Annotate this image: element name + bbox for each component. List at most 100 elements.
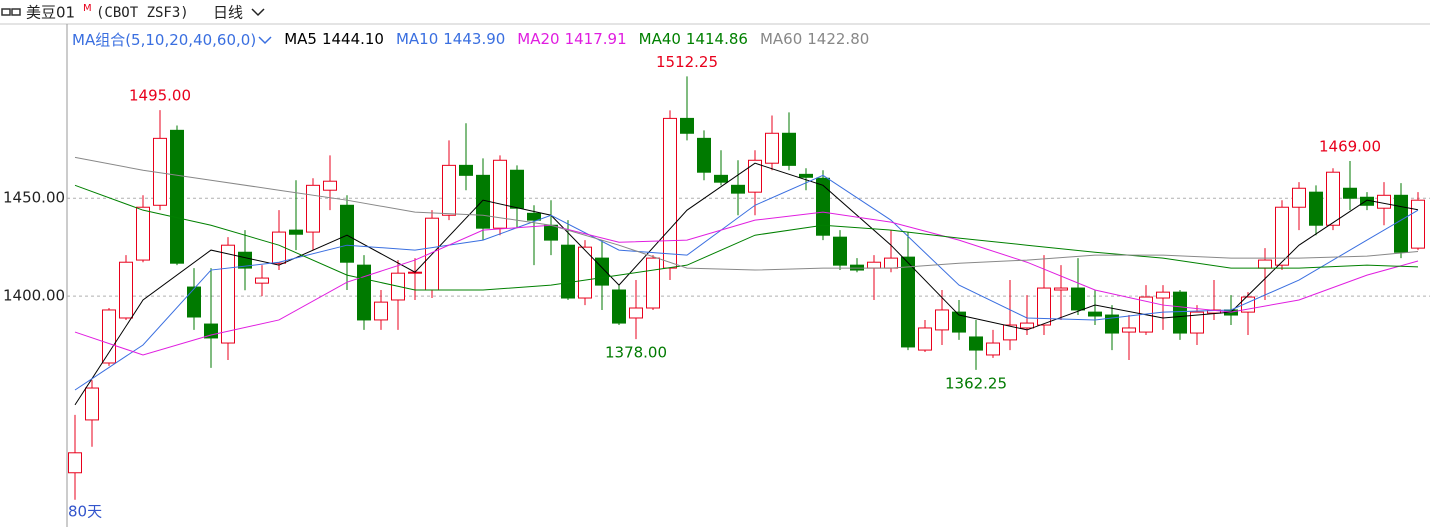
candle-body [1258,259,1272,269]
candle-body [306,184,320,233]
ma-line [74,174,1419,391]
legend-value: 1417.91 [564,30,627,48]
ma-line [74,162,1419,406]
symbol-sup: M [83,3,92,14]
candle-body [1071,287,1085,311]
y-tick-label: 1400.00 [3,287,65,305]
candle-body [544,224,558,241]
candle-body [442,164,456,216]
legend-item: MA60 1422.80 [760,30,869,48]
range-label: 80天 [68,503,102,521]
symbol-code: (CBOT ZSF3) [96,5,189,21]
legend-name: MA20 [517,30,560,48]
candle-body [170,129,184,264]
candle-body [289,229,303,235]
ma-group-label: MA组合(5,10,20,40,60,0) [72,30,257,49]
candle-body [833,236,847,266]
candle-body [1173,291,1187,334]
candle-body [663,117,677,269]
legend-name: MA5 [284,30,317,48]
ma-line [74,184,1419,291]
candle-body [1309,191,1323,226]
candle-body [357,264,371,321]
y-tick-label: 1450.00 [3,189,65,207]
candle-body [1326,171,1340,226]
candle-body [238,251,252,269]
candle-body [323,180,337,191]
extreme-label: 1495.00 [129,87,191,105]
candle-body [459,164,473,176]
candle-body [1275,206,1289,266]
candle-body [578,246,592,299]
candle-body [1292,187,1306,208]
candle-body [969,336,983,351]
candle-body [476,174,490,229]
candle-body [510,169,524,209]
candle-body [918,327,932,351]
legend-name: MA60 [759,30,803,48]
candle-body [799,173,813,178]
candle-body [1377,194,1391,209]
candle-body [646,257,660,309]
ma-legend: MA组合(5,10,20,40,60,0) MA5 1444.10 MA10 1443… [72,29,881,49]
ma-line [74,156,1419,271]
legend-item: MA10 1443.90 [396,30,505,48]
legend-value: 1422.80 [807,30,870,48]
candle-body [136,206,150,261]
extreme-label: 1362.25 [945,374,1007,392]
candle-body [1003,324,1017,341]
ma-group[interactable]: MA组合(5,10,20,40,60,0) [72,29,272,50]
candle-body [765,132,779,164]
legend-item: MA20 1417.91 [517,30,626,48]
legend-name: MA40 [638,30,681,48]
extreme-label: 1469.00 [1319,138,1381,156]
candle-body [1020,322,1034,329]
candle-body [255,277,269,284]
candle-body [1088,311,1102,317]
candle-body [1343,187,1357,199]
candle-body [748,159,762,193]
candle-body [816,177,830,236]
extreme-label: 1512.25 [656,53,718,71]
candle-body [493,159,507,229]
candle-body [119,261,133,319]
candle-body [629,307,643,319]
link-icon[interactable] [1,8,21,16]
candle-body [612,289,626,324]
candle-body [680,117,694,134]
candle-body [102,309,116,364]
candle-body [374,301,388,321]
candle-body [1411,199,1425,249]
candle-body [1190,311,1204,334]
candle-body [221,244,235,344]
candle-body [187,286,201,318]
legend-value: 1414.86 [685,30,748,48]
candle-body [782,132,796,166]
legend-value: 1443.90 [443,30,506,48]
candle-body [340,204,354,263]
candle-body [952,311,966,333]
ma-group-chevron[interactable] [258,35,272,45]
legend-name: MA10 [395,30,439,48]
candle-body [986,342,1000,356]
candle-body [1037,287,1051,326]
candle-body [68,452,82,474]
candle-body [901,256,915,348]
candle-body [1122,327,1136,333]
candle-body [1394,194,1408,253]
extreme-label: 1378.00 [605,344,667,362]
legend-item: MA40 1414.86 [639,30,748,48]
candle-body [561,244,575,299]
candle-body [884,257,898,269]
candle-body [731,184,745,194]
candle-body [714,174,728,183]
period-chevron[interactable] [251,8,265,17]
legend-item: MA5 1444.10 [284,30,384,48]
period[interactable]: 日线 [213,4,243,22]
symbol-title: 美豆01 [26,4,75,22]
candle-body [1156,291,1170,299]
candle-body [697,137,711,173]
header-bar [0,0,1430,24]
